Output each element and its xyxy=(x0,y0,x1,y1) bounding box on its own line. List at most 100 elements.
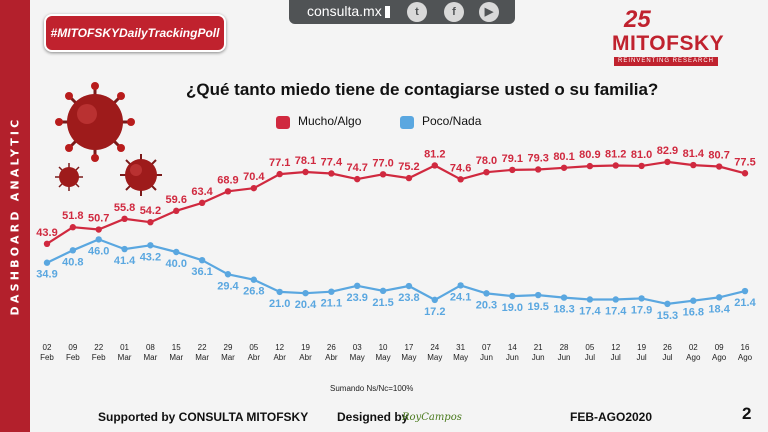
x-tick-day: 28 xyxy=(560,343,569,352)
designed-by: Designed by xyxy=(337,410,409,424)
data-label: 18.4 xyxy=(708,303,730,315)
x-tick-day: 08 xyxy=(146,343,155,352)
data-point xyxy=(483,169,490,176)
data-label: 80.1 xyxy=(553,151,574,163)
x-tick-month: Feb xyxy=(92,353,106,362)
data-point xyxy=(147,242,154,249)
cursor-icon xyxy=(385,6,390,18)
top-bar: consulta.mx t f ▶ xyxy=(289,0,515,24)
data-label: 34.9 xyxy=(36,269,57,281)
x-tick-day: 15 xyxy=(172,343,181,352)
data-label: 81.2 xyxy=(424,148,445,160)
x-tick-day: 19 xyxy=(301,343,310,352)
data-point xyxy=(43,240,51,248)
data-point xyxy=(612,162,619,169)
data-point xyxy=(664,158,671,166)
data-label: 79.3 xyxy=(527,152,548,164)
data-point xyxy=(147,218,154,226)
x-tick-month: May xyxy=(453,353,468,362)
data-label: 16.8 xyxy=(683,307,704,319)
data-point xyxy=(198,256,206,264)
supported-by: Supported by CONSULTA MITOFSKY xyxy=(98,410,309,424)
data-label: 20.4 xyxy=(295,299,317,311)
x-tick-day: 02 xyxy=(689,343,698,352)
data-point xyxy=(509,166,516,174)
data-label: 80.9 xyxy=(579,149,600,161)
x-tick-month: Jul xyxy=(662,353,672,362)
data-point xyxy=(328,288,335,295)
data-point xyxy=(638,162,645,170)
data-point xyxy=(69,247,77,254)
legend-label: Mucho/Algo xyxy=(298,114,362,128)
x-tick-month: Ago xyxy=(712,353,727,362)
data-point xyxy=(224,188,232,195)
data-label: 43.9 xyxy=(36,227,57,239)
data-label: 77.1 xyxy=(269,157,290,169)
x-tick-month: Jun xyxy=(532,353,545,362)
twitter-icon[interactable]: t xyxy=(407,2,427,22)
x-tick-day: 09 xyxy=(715,343,724,352)
data-label: 17.4 xyxy=(579,305,601,317)
x-tick-day: 01 xyxy=(120,343,129,352)
x-tick-day: 14 xyxy=(508,343,517,352)
data-point xyxy=(173,248,180,256)
data-label: 51.8 xyxy=(62,210,83,222)
data-label: 78.1 xyxy=(295,155,316,167)
x-tick-day: 02 xyxy=(43,343,52,352)
designer-signature: RoyCampos xyxy=(402,412,462,423)
data-label: 20.3 xyxy=(476,299,497,311)
x-tick-month: Jul xyxy=(585,353,595,362)
x-tick-day: 12 xyxy=(275,343,284,352)
x-tick-month: Mar xyxy=(221,353,235,362)
x-tick-day: 10 xyxy=(379,343,388,352)
brand-name: MITOFSKY xyxy=(612,32,725,55)
data-point xyxy=(95,226,102,233)
data-label: 19.5 xyxy=(527,301,548,313)
facebook-icon[interactable]: f xyxy=(444,2,464,22)
data-point xyxy=(741,170,749,177)
data-label: 55.8 xyxy=(114,202,135,214)
x-tick-month: Jun xyxy=(480,353,493,362)
data-point xyxy=(715,163,723,170)
data-point xyxy=(405,174,413,182)
data-point xyxy=(198,199,206,207)
x-tick-day: 17 xyxy=(404,343,413,352)
x-tick-day: 05 xyxy=(585,343,594,352)
data-label: 41.4 xyxy=(114,255,136,267)
data-point xyxy=(483,290,490,297)
data-label: 79.1 xyxy=(502,153,523,165)
data-point xyxy=(354,175,361,183)
data-point xyxy=(638,295,645,302)
site-link[interactable]: consulta.mx xyxy=(307,3,382,19)
data-point xyxy=(431,162,438,169)
x-tick-month: Mar xyxy=(195,353,209,362)
data-point xyxy=(457,282,464,289)
x-tick-month: Ago xyxy=(686,353,701,362)
x-tick-month: May xyxy=(350,353,365,362)
x-tick-month: Jun xyxy=(558,353,571,362)
data-point xyxy=(690,161,697,169)
data-label: 21.4 xyxy=(734,297,756,309)
data-label: 21.0 xyxy=(269,298,290,310)
data-point xyxy=(95,236,102,243)
data-label: 19.0 xyxy=(502,302,523,314)
x-tick-month: May xyxy=(401,353,416,362)
data-point xyxy=(664,300,671,308)
x-tick-month: Feb xyxy=(40,353,54,362)
x-tick-day: 12 xyxy=(611,343,620,352)
data-label: 23.8 xyxy=(398,292,419,304)
data-label: 50.7 xyxy=(88,213,109,225)
data-label: 77.0 xyxy=(372,157,393,169)
data-point xyxy=(612,296,619,303)
x-tick-day: 26 xyxy=(663,343,672,352)
data-label: 75.2 xyxy=(398,161,419,173)
virus-icon xyxy=(55,163,83,191)
data-label: 17.9 xyxy=(631,304,652,316)
data-label: 36.1 xyxy=(191,266,212,278)
x-tick-day: 22 xyxy=(198,343,207,352)
x-tick-day: 09 xyxy=(68,343,77,352)
youtube-icon[interactable]: ▶ xyxy=(479,2,499,22)
x-tick-day: 31 xyxy=(456,343,465,352)
data-point xyxy=(379,171,387,178)
